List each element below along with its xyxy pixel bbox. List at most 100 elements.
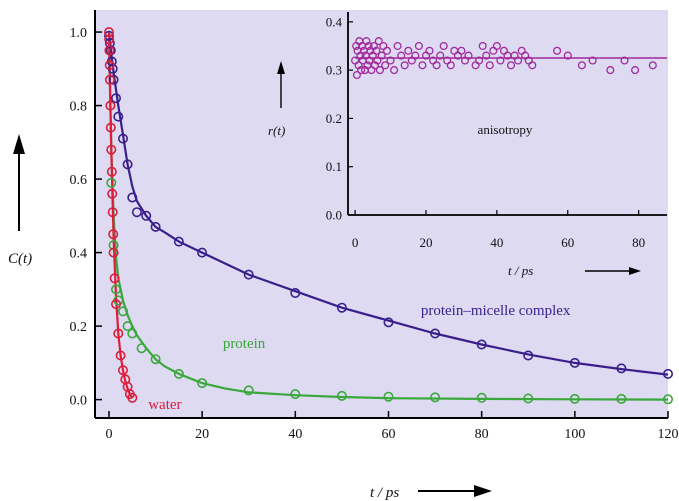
inset-data-point	[478, 41, 487, 51]
inset-title: anisotropy	[478, 122, 533, 137]
data-point	[111, 299, 122, 310]
inset-data-point	[369, 41, 378, 51]
data-point	[118, 365, 129, 376]
data-point	[336, 302, 347, 313]
main-data-points	[104, 27, 673, 405]
inset-data-point	[362, 37, 371, 46]
data-point	[107, 188, 118, 199]
x-tick-label: 60	[381, 427, 395, 442]
inset-data-point	[393, 41, 402, 51]
inset-data-point	[372, 46, 381, 55]
data-point	[290, 287, 301, 298]
data-point	[127, 192, 138, 203]
data-point	[430, 392, 441, 403]
data-point	[523, 350, 534, 361]
main-annotations: protein–micelle complex protein water	[148, 303, 571, 413]
inset-data-point	[620, 56, 629, 65]
data-point	[430, 328, 441, 339]
data-point	[122, 159, 133, 170]
data-point	[104, 60, 115, 71]
data-point	[662, 394, 673, 405]
data-point	[113, 111, 124, 122]
x-tick-label: 120	[658, 427, 679, 442]
inset-data-point	[528, 61, 537, 70]
data-point	[115, 350, 126, 361]
data-point	[476, 392, 487, 403]
inset-data-point	[482, 51, 491, 60]
data-point	[111, 93, 122, 104]
inset-data-points	[351, 37, 657, 80]
inset-data-point	[457, 46, 466, 55]
data-point	[173, 368, 184, 379]
data-point	[662, 368, 673, 379]
inset-data-point	[374, 37, 383, 46]
data-point	[173, 236, 184, 247]
x-tick-label: 80	[475, 427, 489, 442]
data-point	[107, 207, 118, 218]
inset-x-tick-label: 80	[632, 235, 645, 250]
x-axis-label: t / ps	[370, 485, 399, 501]
y-tick-label: 1.0	[70, 26, 88, 41]
y-axis-label: C(t)	[8, 251, 32, 267]
data-point	[109, 273, 120, 284]
data-point	[113, 328, 124, 339]
inset-y-axis-label: r(t)	[268, 123, 285, 138]
inset-axes	[347, 12, 667, 216]
data-point	[150, 354, 161, 365]
data-point	[106, 166, 117, 177]
inset-data-point	[588, 56, 597, 65]
inset-y-tick-label: 0.1	[326, 159, 342, 174]
inset-data-point	[382, 46, 392, 55]
inset-data-point	[432, 61, 441, 70]
data-point	[197, 247, 208, 258]
y-tick-label: 0.0	[70, 394, 88, 409]
inset-data-point	[400, 61, 409, 70]
x-tick-label: 40	[288, 427, 302, 442]
inset-y-tick-label: 0.4	[326, 14, 343, 29]
inset-x-tick-label: 20	[419, 235, 432, 250]
data-point	[141, 210, 152, 221]
inset-y-tick-label: 0.0	[326, 208, 342, 223]
inset-data-point	[446, 61, 455, 70]
inset-data-point	[464, 51, 473, 60]
data-point	[108, 229, 119, 240]
inset-data-point	[606, 66, 615, 75]
data-point	[104, 45, 115, 56]
inset-y-axis-arrow-head	[277, 61, 285, 74]
x-tick-label: 0	[105, 427, 112, 442]
data-point	[616, 393, 627, 404]
inset-x-axis-label: t / ps	[508, 263, 533, 278]
inset-data-point	[386, 56, 395, 65]
data-point	[122, 321, 133, 332]
data-point	[523, 393, 534, 404]
data-point	[104, 74, 115, 85]
main-axes	[94, 10, 669, 419]
inset-data-point	[553, 46, 562, 55]
data-point	[131, 207, 142, 218]
inset-x-tick-label: 60	[561, 235, 574, 250]
data-point	[104, 27, 115, 38]
data-point	[127, 328, 138, 339]
x-tick-label: 20	[195, 427, 209, 442]
data-point	[616, 363, 627, 374]
inset-data-point	[418, 61, 427, 70]
data-point	[118, 306, 129, 317]
inset-data-point	[370, 61, 379, 70]
inset-chart-panel: 0.0 0.1 0.2 0.3 0.4 0 20 40 60 80 anisotropy r(t)…	[268, 12, 667, 278]
data-point	[383, 317, 394, 328]
inset-data-point	[425, 46, 434, 55]
data-point	[336, 390, 347, 401]
x-axis-label-group: t / ps	[370, 485, 492, 501]
inset-data-point	[631, 66, 640, 75]
inset-data-point	[352, 70, 361, 80]
inset-data-point	[563, 51, 572, 60]
data-point	[118, 133, 129, 144]
inset-data-point	[577, 61, 586, 70]
x-tick-label: 100	[564, 427, 585, 442]
inset-x-tick-label: 40	[490, 235, 503, 250]
data-point	[108, 74, 119, 85]
series-annotation: protein	[223, 336, 266, 352]
y-axis-label-group: C(t)	[8, 134, 32, 267]
data-point	[104, 34, 115, 45]
data-point	[111, 284, 122, 295]
